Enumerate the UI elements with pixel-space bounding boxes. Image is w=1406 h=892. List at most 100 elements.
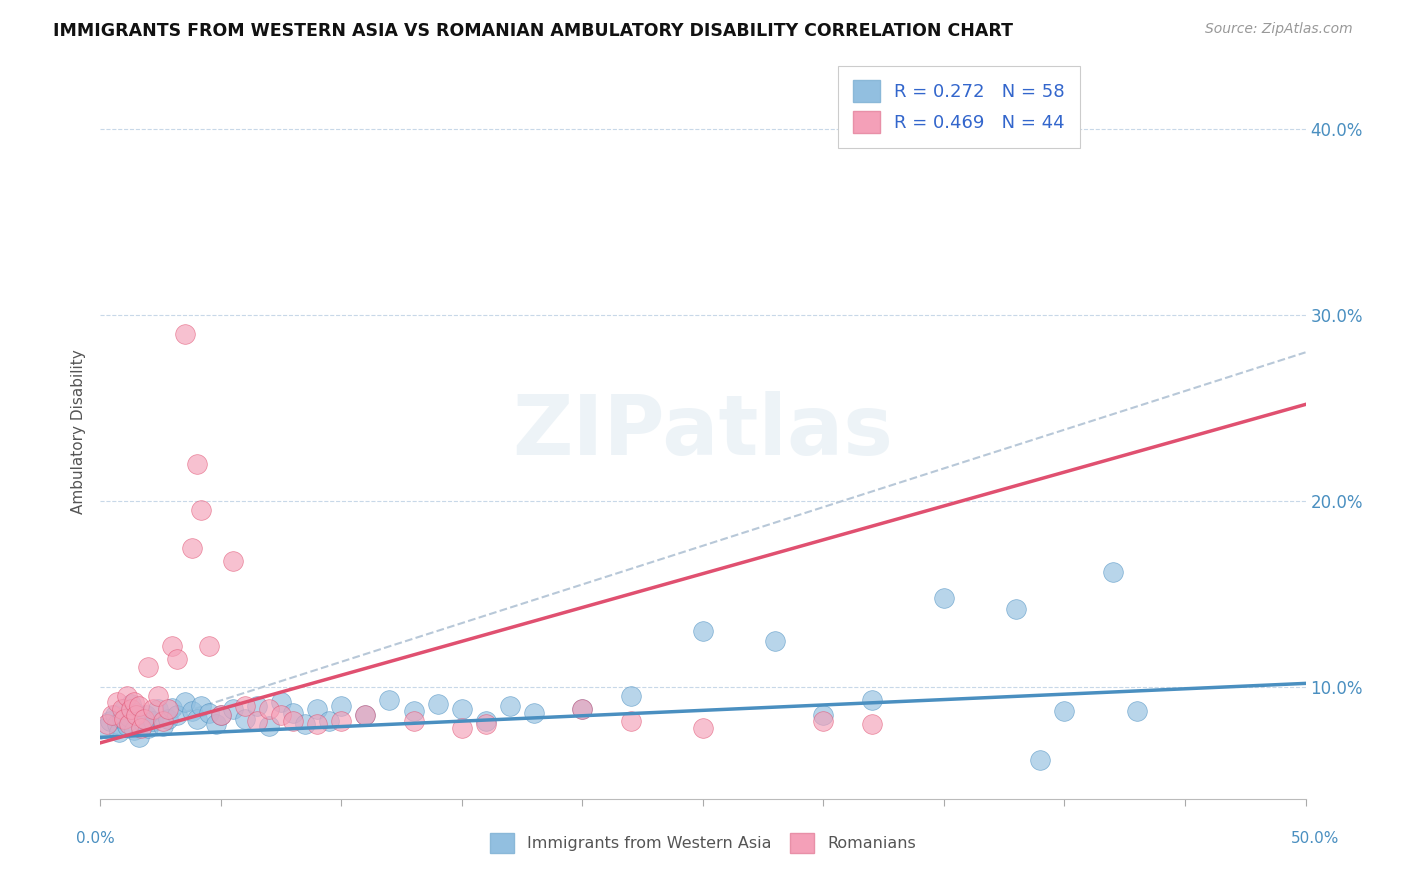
Point <box>142 702 165 716</box>
Point <box>1101 565 1123 579</box>
Point <box>142 714 165 728</box>
Point <box>180 704 202 718</box>
Point <box>156 712 179 726</box>
Point <box>190 503 212 517</box>
Point <box>450 721 472 735</box>
Point <box>571 702 593 716</box>
Point <box>173 695 195 709</box>
Point <box>98 714 121 728</box>
Point <box>135 708 157 723</box>
Point <box>307 717 329 731</box>
Point <box>162 639 184 653</box>
Point <box>166 652 188 666</box>
Point <box>378 693 401 707</box>
Point <box>932 591 955 605</box>
Point <box>246 714 269 728</box>
Point <box>105 695 128 709</box>
Point <box>121 702 143 716</box>
Point <box>475 717 498 731</box>
Legend: Immigrants from Western Asia, Romanians: Immigrants from Western Asia, Romanians <box>484 827 922 859</box>
Point <box>402 714 425 728</box>
Point <box>571 702 593 716</box>
Point <box>523 706 546 720</box>
Point <box>209 708 232 723</box>
Point <box>222 702 245 716</box>
Point <box>197 706 219 720</box>
Point <box>152 714 174 728</box>
Point <box>186 712 208 726</box>
Point <box>121 697 143 711</box>
Point <box>111 712 134 726</box>
Point <box>146 702 169 716</box>
Point <box>1053 704 1076 718</box>
Point <box>860 717 883 731</box>
Point <box>190 698 212 713</box>
Point <box>860 693 883 707</box>
Point <box>115 719 138 733</box>
Point <box>108 724 131 739</box>
Point <box>125 708 148 723</box>
Text: IMMIGRANTS FROM WESTERN ASIA VS ROMANIAN AMBULATORY DISABILITY CORRELATION CHART: IMMIGRANTS FROM WESTERN ASIA VS ROMANIAN… <box>53 22 1014 40</box>
Point <box>270 695 292 709</box>
Text: 50.0%: 50.0% <box>1291 831 1339 846</box>
Point <box>257 702 280 716</box>
Point <box>152 719 174 733</box>
Point <box>101 708 124 723</box>
Point <box>138 721 160 735</box>
Point <box>475 714 498 728</box>
Point <box>1126 704 1149 718</box>
Point <box>125 706 148 720</box>
Point <box>813 708 835 723</box>
Point <box>94 721 117 735</box>
Point <box>128 698 150 713</box>
Y-axis label: Ambulatory Disability: Ambulatory Disability <box>72 349 86 514</box>
Point <box>111 702 134 716</box>
Point <box>499 698 522 713</box>
Point <box>105 717 128 731</box>
Point <box>166 708 188 723</box>
Point <box>354 708 377 723</box>
Point <box>294 717 316 731</box>
Point <box>402 704 425 718</box>
Point <box>115 690 138 704</box>
Point <box>129 721 152 735</box>
Point <box>246 698 269 713</box>
Point <box>173 326 195 341</box>
Point <box>132 712 155 726</box>
Point <box>162 700 184 714</box>
Point <box>209 708 232 723</box>
Point <box>330 714 353 728</box>
Text: Source: ZipAtlas.com: Source: ZipAtlas.com <box>1205 22 1353 37</box>
Point <box>112 702 135 716</box>
Point <box>118 710 141 724</box>
Point <box>138 659 160 673</box>
Point <box>813 714 835 728</box>
Point <box>450 702 472 716</box>
Point <box>156 702 179 716</box>
Point <box>281 714 304 728</box>
Point <box>330 698 353 713</box>
Point <box>318 714 340 728</box>
Point <box>104 708 127 723</box>
Point <box>257 719 280 733</box>
Point <box>354 708 377 723</box>
Point <box>112 712 135 726</box>
Point <box>281 706 304 720</box>
Point <box>186 457 208 471</box>
Point <box>205 717 228 731</box>
Point <box>118 717 141 731</box>
Point <box>197 639 219 653</box>
Point <box>1005 602 1028 616</box>
Point <box>270 708 292 723</box>
Point <box>692 721 714 735</box>
Point <box>426 697 449 711</box>
Point <box>619 690 641 704</box>
Text: ZIPatlas: ZIPatlas <box>512 391 893 472</box>
Point <box>146 690 169 704</box>
Point <box>692 624 714 639</box>
Point <box>128 731 150 745</box>
Point <box>233 698 256 713</box>
Point <box>763 633 786 648</box>
Point <box>122 723 145 737</box>
Point <box>307 702 329 716</box>
